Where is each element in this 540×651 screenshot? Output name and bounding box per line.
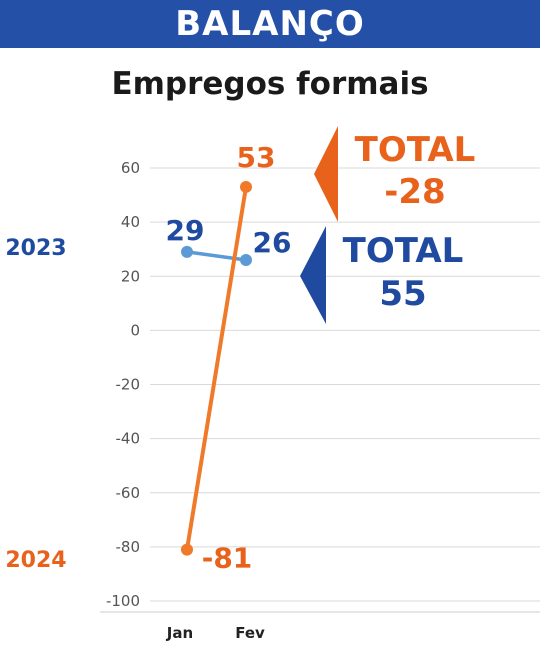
series-name-label: 2024 xyxy=(5,548,66,573)
y-tick-label: -80 xyxy=(116,538,141,556)
y-tick-label: 60 xyxy=(121,159,140,177)
total-annotation: TOTAL xyxy=(355,130,476,170)
data-label: 26 xyxy=(253,226,292,259)
data-point xyxy=(240,254,252,267)
y-tick-label: 40 xyxy=(121,213,140,231)
total-annotation: -28 xyxy=(384,172,445,212)
y-tick-label: -40 xyxy=(116,430,141,448)
y-tick-label: -60 xyxy=(116,484,141,502)
callout-arrow-icon xyxy=(300,226,326,324)
y-tick-label: 20 xyxy=(121,267,140,285)
series-line xyxy=(185,184,248,552)
data-label: -81 xyxy=(202,542,253,575)
y-tick-label: 0 xyxy=(130,321,140,339)
x-tick-label: Fev xyxy=(235,624,265,642)
x-tick-label: Jan xyxy=(166,624,193,642)
series-name-label: 2023 xyxy=(5,236,66,261)
header-banner: BALANÇO xyxy=(0,0,540,48)
header-title: BALANÇO xyxy=(175,4,365,44)
data-label: 29 xyxy=(166,214,205,247)
y-tick-label: -100 xyxy=(106,592,140,610)
callout-arrow-icon xyxy=(314,126,338,222)
total-annotation: TOTAL xyxy=(343,231,464,271)
data-point xyxy=(181,245,193,258)
total-annotation: 55 xyxy=(379,274,426,314)
data-label: 53 xyxy=(237,141,276,174)
data-point xyxy=(181,543,193,556)
y-tick-label: -20 xyxy=(116,376,141,394)
data-point xyxy=(240,180,252,193)
chart-title: Empregos formais xyxy=(111,66,429,102)
